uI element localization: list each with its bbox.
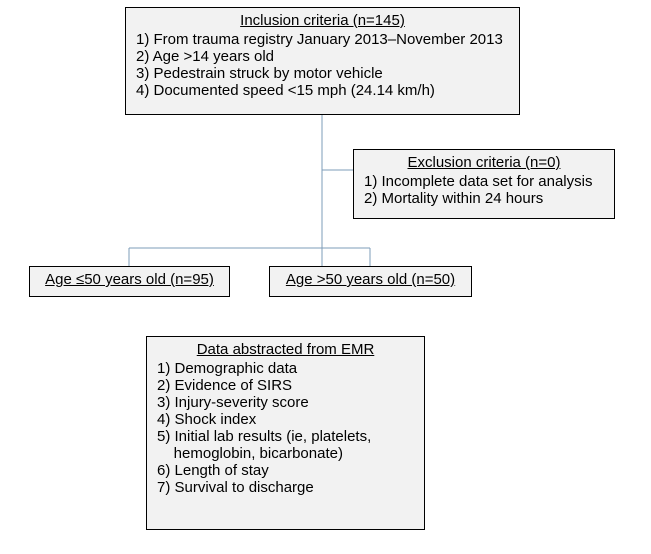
age-gt50-box: Age >50 years old (n=50)	[269, 266, 472, 297]
emr-item: 7) Survival to discharge	[157, 479, 414, 496]
inclusion-item: 2) Age >14 years old	[136, 48, 509, 65]
inclusion-item: 1) From trauma registry January 2013–Nov…	[136, 31, 509, 48]
exclusion-items: 1) Incomplete data set for analysis2) Mo…	[364, 173, 604, 207]
emr-box: Data abstracted from EMR 1) Demographic …	[146, 336, 425, 530]
age-gt50-title: Age >50 years old (n=50)	[280, 271, 461, 288]
exclusion-item: 1) Incomplete data set for analysis	[364, 173, 604, 190]
emr-item: hemoglobin, bicarbonate)	[157, 445, 414, 462]
emr-item: 6) Length of stay	[157, 462, 414, 479]
emr-title: Data abstracted from EMR	[157, 341, 414, 358]
exclusion-title: Exclusion criteria (n=0)	[364, 154, 604, 171]
emr-item: 5) Initial lab results (ie, platelets,	[157, 428, 414, 445]
inclusion-box: Inclusion criteria (n=145) 1) From traum…	[125, 7, 520, 115]
exclusion-item: 2) Mortality within 24 hours	[364, 190, 604, 207]
emr-items: 1) Demographic data2) Evidence of SIRS3)…	[157, 360, 414, 496]
emr-item: 4) Shock index	[157, 411, 414, 428]
emr-item: 3) Injury-severity score	[157, 394, 414, 411]
inclusion-title: Inclusion criteria (n=145)	[136, 12, 509, 29]
inclusion-items: 1) From trauma registry January 2013–Nov…	[136, 31, 509, 99]
inclusion-item: 4) Documented speed <15 mph (24.14 km/h)	[136, 82, 509, 99]
emr-item: 1) Demographic data	[157, 360, 414, 377]
exclusion-box: Exclusion criteria (n=0) 1) Incomplete d…	[353, 149, 615, 219]
age-le50-title: Age ≤50 years old (n=95)	[40, 271, 219, 288]
age-le50-box: Age ≤50 years old (n=95)	[29, 266, 230, 297]
inclusion-item: 3) Pedestrain struck by motor vehicle	[136, 65, 509, 82]
emr-item: 2) Evidence of SIRS	[157, 377, 414, 394]
